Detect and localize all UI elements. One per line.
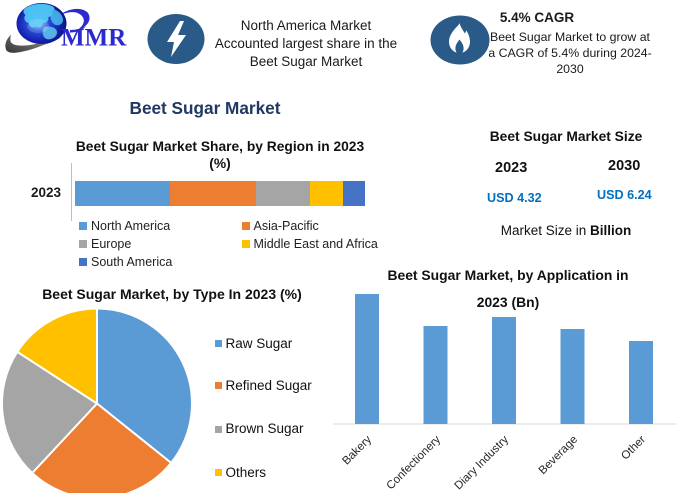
svg-text:MMR: MMR	[61, 25, 127, 52]
svg-text:Bakery: Bakery	[340, 433, 374, 467]
svg-text:Beverage: Beverage	[537, 434, 580, 477]
svg-text:Diary Industry: Diary Industry	[452, 433, 511, 492]
svg-text:Confectionery: Confectionery	[384, 433, 443, 492]
svg-text:Other: Other	[619, 434, 648, 463]
